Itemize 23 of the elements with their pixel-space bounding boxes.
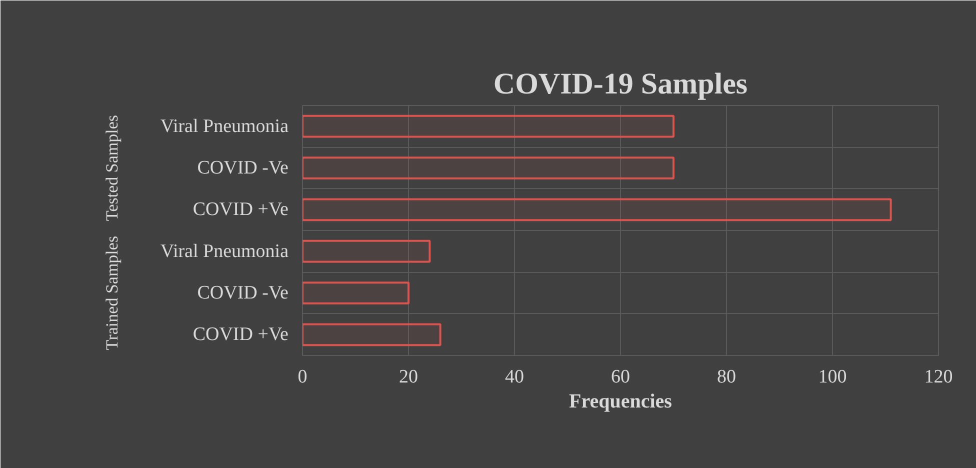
bar <box>302 240 431 263</box>
y-tick-label: COVID +Ve <box>192 199 289 220</box>
chart-title: COVID-19 Samples <box>493 68 748 100</box>
bar <box>302 323 442 346</box>
x-tick-label: 20 <box>399 366 418 388</box>
text: Tested Samples <box>102 115 122 221</box>
y-tick-label: Viral Pneumonia <box>160 240 290 262</box>
y-tick-label: COVID -Ve <box>197 158 289 178</box>
x-tick-label: 40 <box>505 366 524 388</box>
x-tick-label: 80 <box>717 366 736 388</box>
x-tick-label: 0 <box>298 366 308 388</box>
x-tick-label: 100 <box>818 366 847 388</box>
x-tick-label: 120 <box>924 366 953 388</box>
bar <box>302 198 892 222</box>
bar <box>302 282 410 304</box>
y-tick-label: COVID +Ve <box>192 324 289 346</box>
x-axis-title: Frequencies <box>569 390 672 412</box>
y-tick-label: Viral Pneumonia <box>160 116 290 137</box>
bar <box>302 156 674 180</box>
y-tick-label: COVID -Ve <box>197 282 289 304</box>
bar <box>302 114 674 138</box>
text: Trained Samples <box>102 236 122 350</box>
x-tick-label: 60 <box>611 366 630 388</box>
